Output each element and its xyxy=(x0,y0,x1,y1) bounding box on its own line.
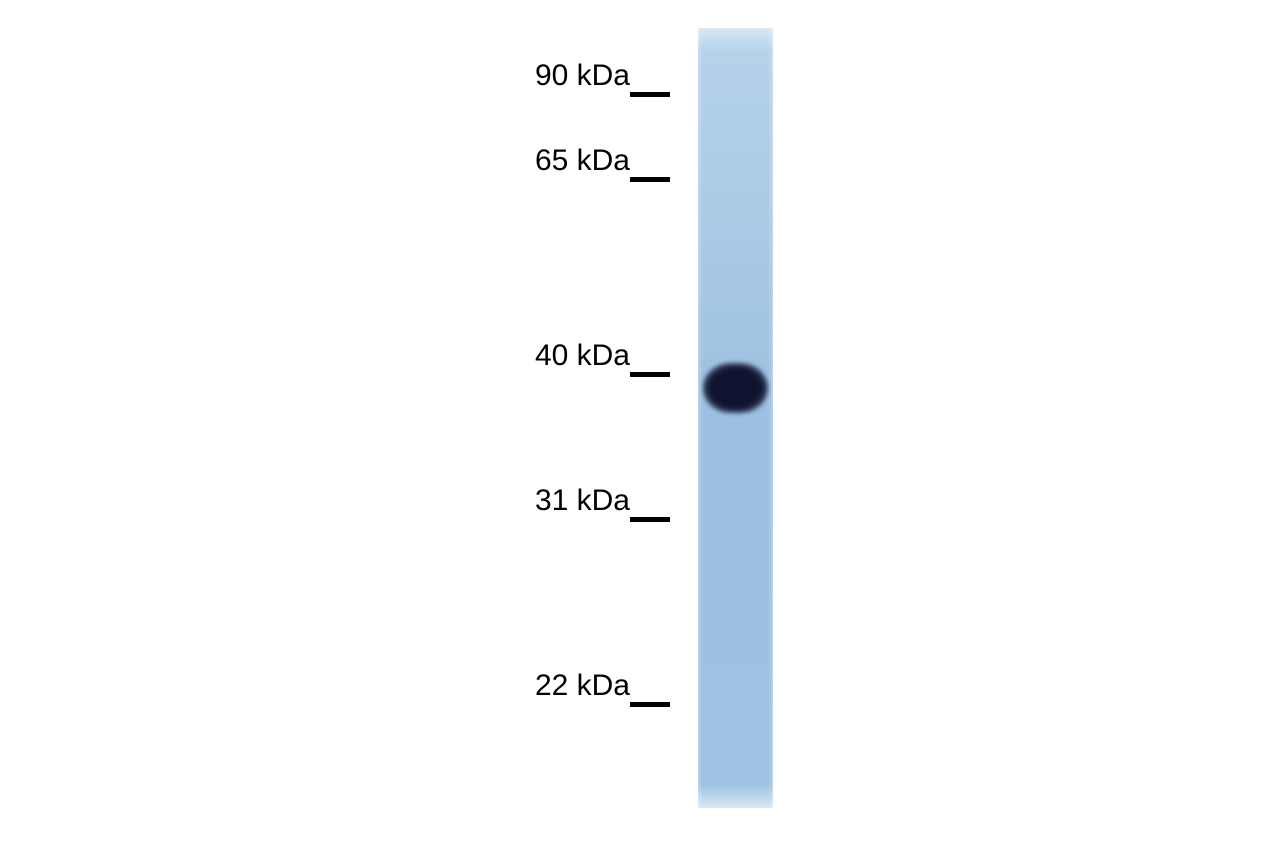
marker-tick xyxy=(630,177,670,182)
marker-label: 22 kDa xyxy=(535,669,630,703)
protein-band xyxy=(703,363,768,413)
western-blot-figure: 90 kDa 65 kDa 40 kDa 31 kDa 22 kDa xyxy=(0,0,1280,853)
marker-tick xyxy=(630,702,670,707)
marker-label: 65 kDa xyxy=(535,144,630,178)
marker-tick xyxy=(630,92,670,97)
marker-tick xyxy=(630,372,670,377)
marker-tick xyxy=(630,517,670,522)
marker-label: 40 kDa xyxy=(535,339,630,373)
marker-label: 31 kDa xyxy=(535,484,630,518)
marker-label: 90 kDa xyxy=(535,59,630,93)
gel-lane xyxy=(698,28,773,808)
